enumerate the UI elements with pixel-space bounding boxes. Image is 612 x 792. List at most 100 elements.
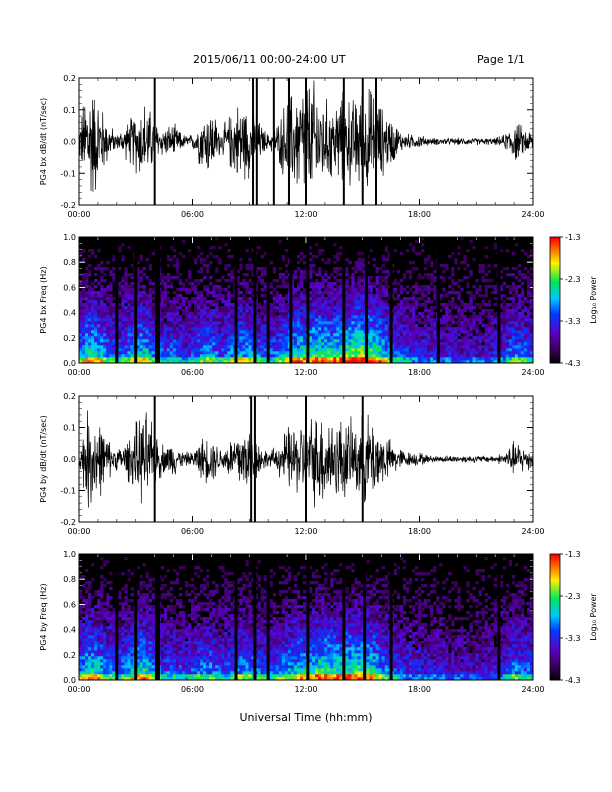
spectrogram-cell [221, 294, 225, 298]
spectrogram-cell [175, 315, 180, 319]
spectrogram-cell [85, 333, 89, 337]
spectrogram-cell [293, 312, 298, 316]
spectrogram-cell [511, 300, 516, 304]
spectrogram-cell [321, 318, 325, 322]
spectrogram-cell [318, 321, 322, 325]
spectrogram-cell [318, 333, 322, 337]
spectrogram-cell [139, 297, 143, 301]
spectrogram-cell [414, 315, 419, 319]
spectrogram-cell [142, 288, 146, 292]
spectrogram-cell [399, 306, 404, 310]
spectrogram-cell [354, 288, 358, 292]
spectrogram-cell [502, 267, 507, 271]
spectrogram-cell [130, 294, 134, 298]
spectrogram-cell [112, 336, 116, 340]
spectrogram-cell [384, 351, 389, 355]
spectrogram-cell [417, 285, 422, 289]
spectrogram-cell [79, 333, 83, 337]
spectrogram-cell [333, 291, 337, 295]
spectrogram-cell [309, 357, 313, 361]
spectrogram-cell [448, 276, 452, 280]
spectrogram-cell [417, 360, 422, 364]
spectrogram-cell [408, 309, 413, 313]
spectrogram-cell [136, 324, 140, 328]
spectrogram-cell [275, 333, 280, 337]
spectrogram-cell [469, 297, 473, 301]
spectrogram-cell [187, 330, 192, 334]
spectrogram-cell [378, 282, 382, 286]
spectrogram-cell [200, 306, 204, 310]
spectrogram-cell [85, 650, 89, 654]
spectrogram-cell [478, 312, 482, 316]
spectrogram-cell [245, 333, 249, 337]
spectrogram-cell [339, 273, 343, 277]
spectrogram-cell [88, 327, 92, 331]
spectrogram-cell [387, 315, 392, 319]
spectrogram-cell [181, 348, 186, 352]
spectrogram-cell [478, 351, 482, 355]
spectrogram-cell [175, 300, 180, 304]
spectrogram-cell [454, 315, 458, 319]
spectrogram-cell [502, 315, 507, 319]
spectrogram-cell [478, 267, 482, 271]
spectrogram-cell [236, 297, 240, 301]
spectrogram-cell [85, 279, 89, 283]
spectrogram-cell [103, 324, 107, 328]
spectrogram-cell [366, 315, 370, 319]
spectrogram-cell [360, 291, 364, 295]
spectrogram-cell [399, 360, 404, 364]
spectrogram-cell [463, 324, 467, 328]
spectrogram-cell [296, 267, 301, 271]
panel-by-dbdt: 00:00 06:00 12:00 18:00 24:00-0.2-0.10.00.10… [39, 392, 545, 536]
spectrogram-cell [514, 342, 519, 346]
spectrogram-cell [197, 303, 201, 307]
spectrogram-cell [454, 333, 458, 337]
spectrogram-cell [209, 315, 213, 319]
spectrogram-cell [91, 351, 95, 355]
spectrogram-cell [339, 267, 343, 271]
spectrogram-cell [357, 351, 361, 355]
spectrogram-cell [275, 357, 280, 361]
spectrogram-cell [190, 336, 195, 340]
spectrogram-cell [339, 342, 343, 346]
spectrogram-cell [324, 345, 328, 349]
spectrogram-cell [151, 357, 155, 361]
spectrogram-cell [88, 659, 92, 663]
spectrogram-cell [272, 348, 277, 352]
spectrogram-cell [442, 339, 446, 343]
spectrogram-cell [85, 674, 89, 678]
spectrogram-cell [493, 333, 497, 337]
spectrogram-cell [293, 300, 298, 304]
spectrogram-cell [396, 321, 401, 325]
spectrogram-cell [275, 348, 280, 352]
spectrogram-cell [318, 330, 322, 334]
spectrogram-cell [427, 336, 431, 340]
spectrogram-cell [487, 348, 491, 352]
spectrogram-cell [172, 345, 177, 349]
spectrogram-cell [91, 360, 95, 364]
spectrogram-cell [197, 342, 201, 346]
spectrogram-cell [408, 321, 413, 325]
spectrogram-cell [260, 333, 264, 337]
spectrogram-cell [106, 644, 110, 648]
spectrogram-cell [85, 656, 89, 660]
spectrogram-cell [445, 342, 449, 346]
spectrogram-cell [360, 267, 364, 271]
spectrogram-cell [318, 360, 322, 364]
spectrogram-cell [263, 282, 267, 286]
spectrogram-cell [336, 327, 340, 331]
spectrogram-cell [345, 288, 349, 292]
spectrogram-cell [218, 246, 222, 250]
spectrogram-cell [330, 327, 334, 331]
colorbar-segment [550, 300, 560, 303]
spectrogram-cell [360, 303, 364, 307]
spectrogram-cell [523, 339, 528, 343]
spectrogram-cell [327, 357, 331, 361]
spectrogram-cell [430, 261, 434, 265]
spectrogram-cell [245, 345, 249, 349]
spectrogram-cell [106, 653, 110, 657]
spectrogram-cell [405, 297, 410, 301]
spectrogram-cell [121, 303, 125, 307]
spectrogram-cell [272, 288, 277, 292]
colorbar-segment [550, 348, 560, 351]
